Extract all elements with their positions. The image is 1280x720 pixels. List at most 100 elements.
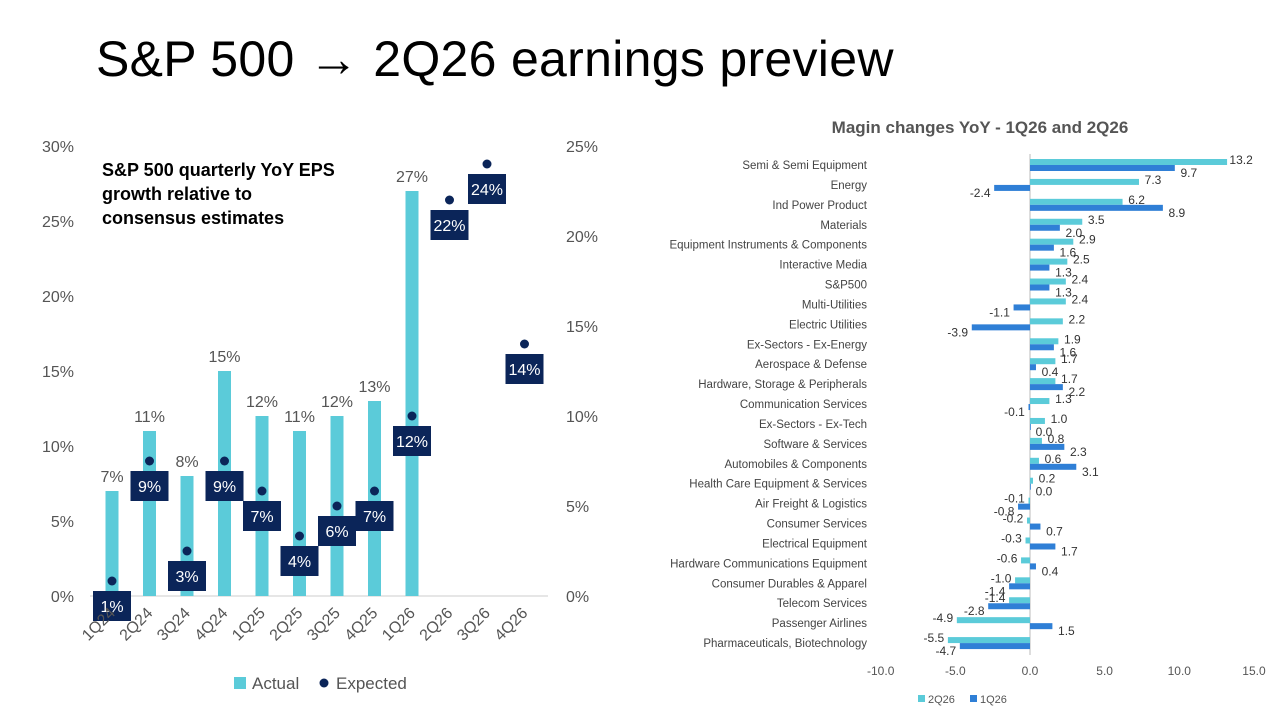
bar-1q26 [1030, 623, 1053, 630]
bar-1q26 [1030, 224, 1060, 231]
value-label-2q26: -4.9 [932, 611, 953, 625]
category-label: 3Q25 [304, 605, 344, 645]
right-axis-tick-label: 10% [566, 409, 598, 426]
bar-1q26 [1030, 523, 1041, 530]
value-label-1q26: 0.0 [1036, 485, 1053, 499]
expected-label-box [468, 174, 506, 204]
category-label: 1Q26 [379, 605, 419, 645]
bar-1q26 [1030, 543, 1056, 550]
x-axis-tick-label: -5.0 [945, 664, 966, 678]
value-label-2q26: 0.8 [1048, 432, 1065, 446]
value-label-1q26: 2.2 [1069, 385, 1086, 399]
bar-1q26 [959, 643, 1030, 650]
expected-label-box [168, 561, 206, 591]
bar-1q26 [1030, 244, 1054, 251]
bar-2q26 [1021, 557, 1030, 564]
x-axis-tick-label: 10.0 [1168, 664, 1192, 678]
bar-2q26 [1030, 398, 1050, 405]
bar-2q26 [947, 637, 1030, 644]
value-label-2q26: 2.4 [1071, 292, 1088, 306]
right-axis-tick-label: 15% [566, 319, 598, 336]
bar-2q26 [956, 617, 1030, 624]
chart-title-line: S&P 500 quarterly YoY EPS [102, 160, 335, 180]
expected-value-label: 12% [396, 434, 428, 451]
expected-label-box [93, 591, 131, 621]
bar-1q26 [1030, 264, 1050, 271]
left-axis-tick-label: 15% [42, 364, 74, 381]
actual-bar [143, 431, 156, 596]
expected-value-label: 3% [175, 569, 198, 586]
chart-title-line: consensus estimates [102, 208, 284, 228]
category-label: Air Freight & Logistics [755, 499, 867, 511]
value-label-1q26: 1.7 [1061, 544, 1078, 558]
bar-1q26 [1030, 284, 1050, 291]
category-label: Interactive Media [779, 260, 867, 272]
legend-2q26-swatch [918, 695, 925, 702]
category-label: Ex-Sectors - Ex-Tech [759, 419, 867, 431]
expected-dot [182, 546, 192, 556]
category-label: Consumer Services [767, 519, 868, 531]
value-label-1q26: 2.3 [1070, 445, 1087, 459]
bar-1q26 [1030, 204, 1163, 211]
value-label-2q26: -0.6 [997, 551, 1018, 565]
bar-1q26 [1030, 165, 1175, 171]
category-label: 4Q24 [192, 605, 232, 645]
value-label-1q26: 9.7 [1180, 166, 1197, 180]
bar-1q26 [1030, 344, 1054, 351]
x-axis-tick-label: 5.0 [1096, 664, 1113, 678]
bar-1q26 [1030, 364, 1036, 371]
category-label: Automobiles & Components [724, 459, 867, 471]
value-label-2q26: 1.9 [1064, 332, 1081, 346]
bar-1q26 [1028, 404, 1030, 411]
left-axis-tick-label: 10% [42, 439, 74, 456]
expected-value-label: 9% [213, 479, 236, 496]
x-axis-tick-label: -10.0 [867, 664, 895, 678]
expected-label-box [318, 516, 356, 546]
bar-1q26 [1030, 463, 1077, 470]
value-label-1q26: -2.8 [964, 604, 985, 618]
category-label: 4Q26 [492, 605, 532, 645]
actual-value-label: 12% [246, 394, 278, 411]
value-label-2q26: 2.2 [1069, 312, 1086, 326]
x-axis-tick-label: 0.0 [1022, 664, 1039, 678]
expected-dot [220, 456, 229, 466]
expected-label-box [393, 426, 431, 456]
legend-expected-label: Expected [336, 674, 407, 693]
category-label: Passenger Airlines [772, 618, 867, 630]
expected-value-label: 9% [138, 479, 161, 496]
value-label-2q26: 6.2 [1128, 193, 1145, 207]
value-label-1q26: 0.4 [1042, 365, 1059, 379]
bar-2q26 [1030, 218, 1083, 225]
category-label: Multi-Utilities [802, 299, 867, 311]
value-label-2q26: 3.5 [1088, 213, 1105, 227]
bar-2q26 [1030, 198, 1123, 205]
value-label-1q26: 0.0 [1036, 425, 1053, 439]
expected-value-label: 24% [471, 182, 503, 199]
value-label-1q26: -2.4 [970, 186, 991, 200]
expected-label-box [243, 501, 281, 531]
category-label: S&P500 [825, 280, 867, 292]
expected-label-box [130, 471, 169, 501]
value-label-1q26: 1.3 [1055, 286, 1072, 300]
left-axis-tick-label: 5% [51, 514, 74, 531]
value-label-2q26: -0.1 [1004, 492, 1025, 506]
value-label-1q26: 3.1 [1082, 465, 1099, 479]
expected-value-label: 7% [363, 509, 386, 526]
chart-title-line: growth relative to [102, 184, 252, 204]
value-label-1q26: 1.6 [1060, 246, 1077, 260]
actual-value-label: 11% [134, 409, 165, 426]
category-label: Energy [831, 180, 868, 192]
category-label: Materials [820, 220, 867, 232]
actual-value-label: 7% [100, 469, 123, 486]
actual-value-label: 15% [208, 349, 240, 366]
bar-2q26 [1030, 278, 1066, 285]
bar-1q26 [1030, 443, 1065, 450]
value-label-1q26: -0.1 [1004, 405, 1025, 419]
right-axis-tick-label: 5% [566, 499, 589, 516]
value-label-2q26: -0.3 [1001, 531, 1022, 545]
category-label: Hardware, Storage & Peripherals [698, 379, 867, 391]
category-label: Ind Power Product [772, 200, 867, 212]
expected-value-label: 7% [250, 509, 273, 526]
legend-actual-swatch [234, 677, 246, 689]
bar-2q26 [1030, 358, 1056, 365]
